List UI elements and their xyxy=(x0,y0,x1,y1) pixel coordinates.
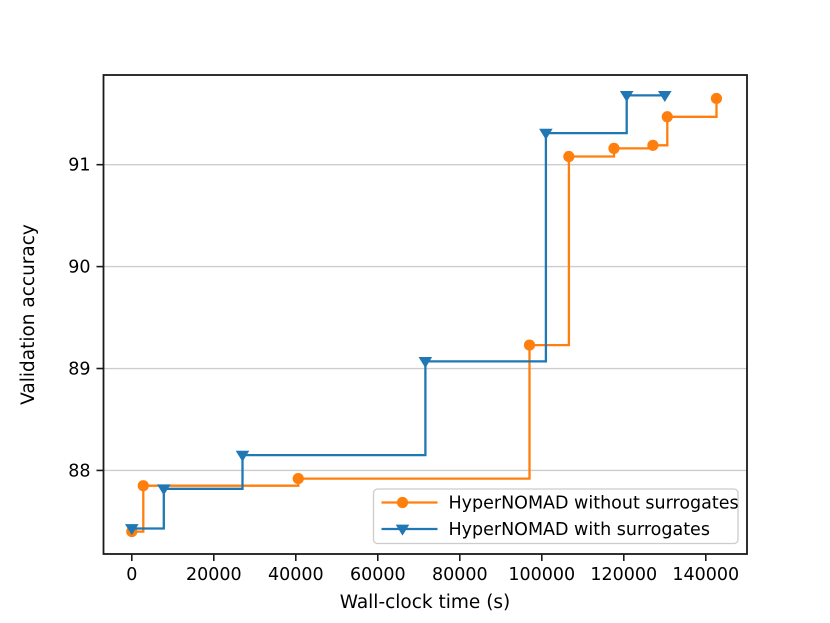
x-tick-label: 120000 xyxy=(590,565,657,585)
circle-marker xyxy=(710,92,723,105)
series-with-surrogates xyxy=(124,90,672,536)
circle-marker xyxy=(292,472,304,485)
circle-marker xyxy=(137,480,149,492)
series-group xyxy=(124,90,723,538)
circle-marker xyxy=(563,150,575,163)
triangle-down-marker xyxy=(619,90,634,102)
legend-triangle-down-marker xyxy=(395,524,410,536)
triangle-down-marker xyxy=(418,356,433,368)
legend-circle-marker xyxy=(396,496,409,509)
triangle-down-marker xyxy=(235,450,250,462)
y-axis-label: Validation accuracy xyxy=(18,224,39,405)
x-tick-label: 100000 xyxy=(508,565,575,585)
y-tick-label: 89 xyxy=(68,360,90,380)
triangle-down-marker xyxy=(539,128,553,140)
x-tick-label: 140000 xyxy=(672,565,739,585)
legend-label: HyperNOMAD with surrogates xyxy=(449,520,710,540)
circle-marker xyxy=(608,142,620,154)
x-tick-label: 20000 xyxy=(186,565,242,585)
triangle-down-marker xyxy=(124,524,139,536)
y-tick-label: 91 xyxy=(68,156,90,176)
triangle-down-marker xyxy=(156,484,171,496)
legend: HyperNOMAD without surrogates HyperNOMAD … xyxy=(372,488,739,545)
legend-box xyxy=(372,488,739,545)
x-tick-label: 0 xyxy=(126,565,137,585)
x-axis-ticks: 0 20000 40000 60000 80000 100000 120000 140000 xyxy=(126,554,739,585)
y-axis-ticks: 88 89 90 91 xyxy=(68,156,104,481)
legend-label: HyperNOMAD without surrogates xyxy=(449,494,739,514)
plot-border xyxy=(102,74,748,555)
circle-marker xyxy=(661,111,673,123)
series-line xyxy=(131,94,665,530)
y-tick-label: 88 xyxy=(68,461,90,481)
x-tick-label: 40000 xyxy=(268,565,324,585)
y-tick-label: 90 xyxy=(68,258,90,278)
x-tick-label: 80000 xyxy=(432,565,488,585)
circle-marker xyxy=(523,339,536,351)
triangle-down-marker xyxy=(657,90,672,102)
x-tick-label: 60000 xyxy=(350,565,406,585)
circle-marker xyxy=(647,139,659,151)
x-axis-label: Wall-clock time (s) xyxy=(340,592,511,613)
